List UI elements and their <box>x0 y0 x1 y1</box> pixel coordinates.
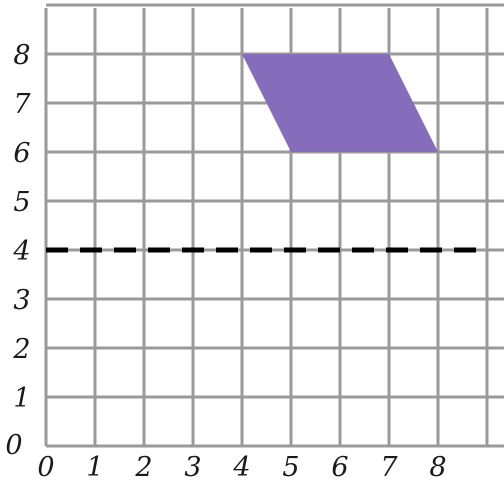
x-tick-label-2: 2 <box>134 452 152 482</box>
x-tick-label-1: 1 <box>86 452 103 482</box>
x-tick-label-6: 6 <box>331 452 348 482</box>
y-tick-label-1: 1 <box>13 383 30 414</box>
y-tick-label-7: 7 <box>13 89 31 120</box>
parallelogram-shape <box>242 54 438 152</box>
x-tick-label-0: 0 <box>37 452 54 482</box>
x-tick-label-5: 5 <box>282 452 299 482</box>
x-tick-label-4: 4 <box>232 452 250 482</box>
axis-labels: 0 0 1 2 3 4 5 6 7 8 1 2 3 4 5 6 7 8 <box>5 40 446 482</box>
y-tick-label-8: 8 <box>13 40 30 71</box>
x-tick-label-8: 8 <box>429 452 446 482</box>
y-tick-label-5: 5 <box>13 187 30 218</box>
x-tick-label-3: 3 <box>184 452 201 482</box>
origin-label: 0 <box>5 430 22 461</box>
y-tick-label-2: 2 <box>12 334 30 365</box>
shapes-layer <box>242 54 438 152</box>
y-tick-label-3: 3 <box>13 285 30 316</box>
y-tick-label-4: 4 <box>12 236 30 267</box>
x-tick-label-7: 7 <box>380 452 398 482</box>
y-tick-label-6: 6 <box>13 138 30 169</box>
